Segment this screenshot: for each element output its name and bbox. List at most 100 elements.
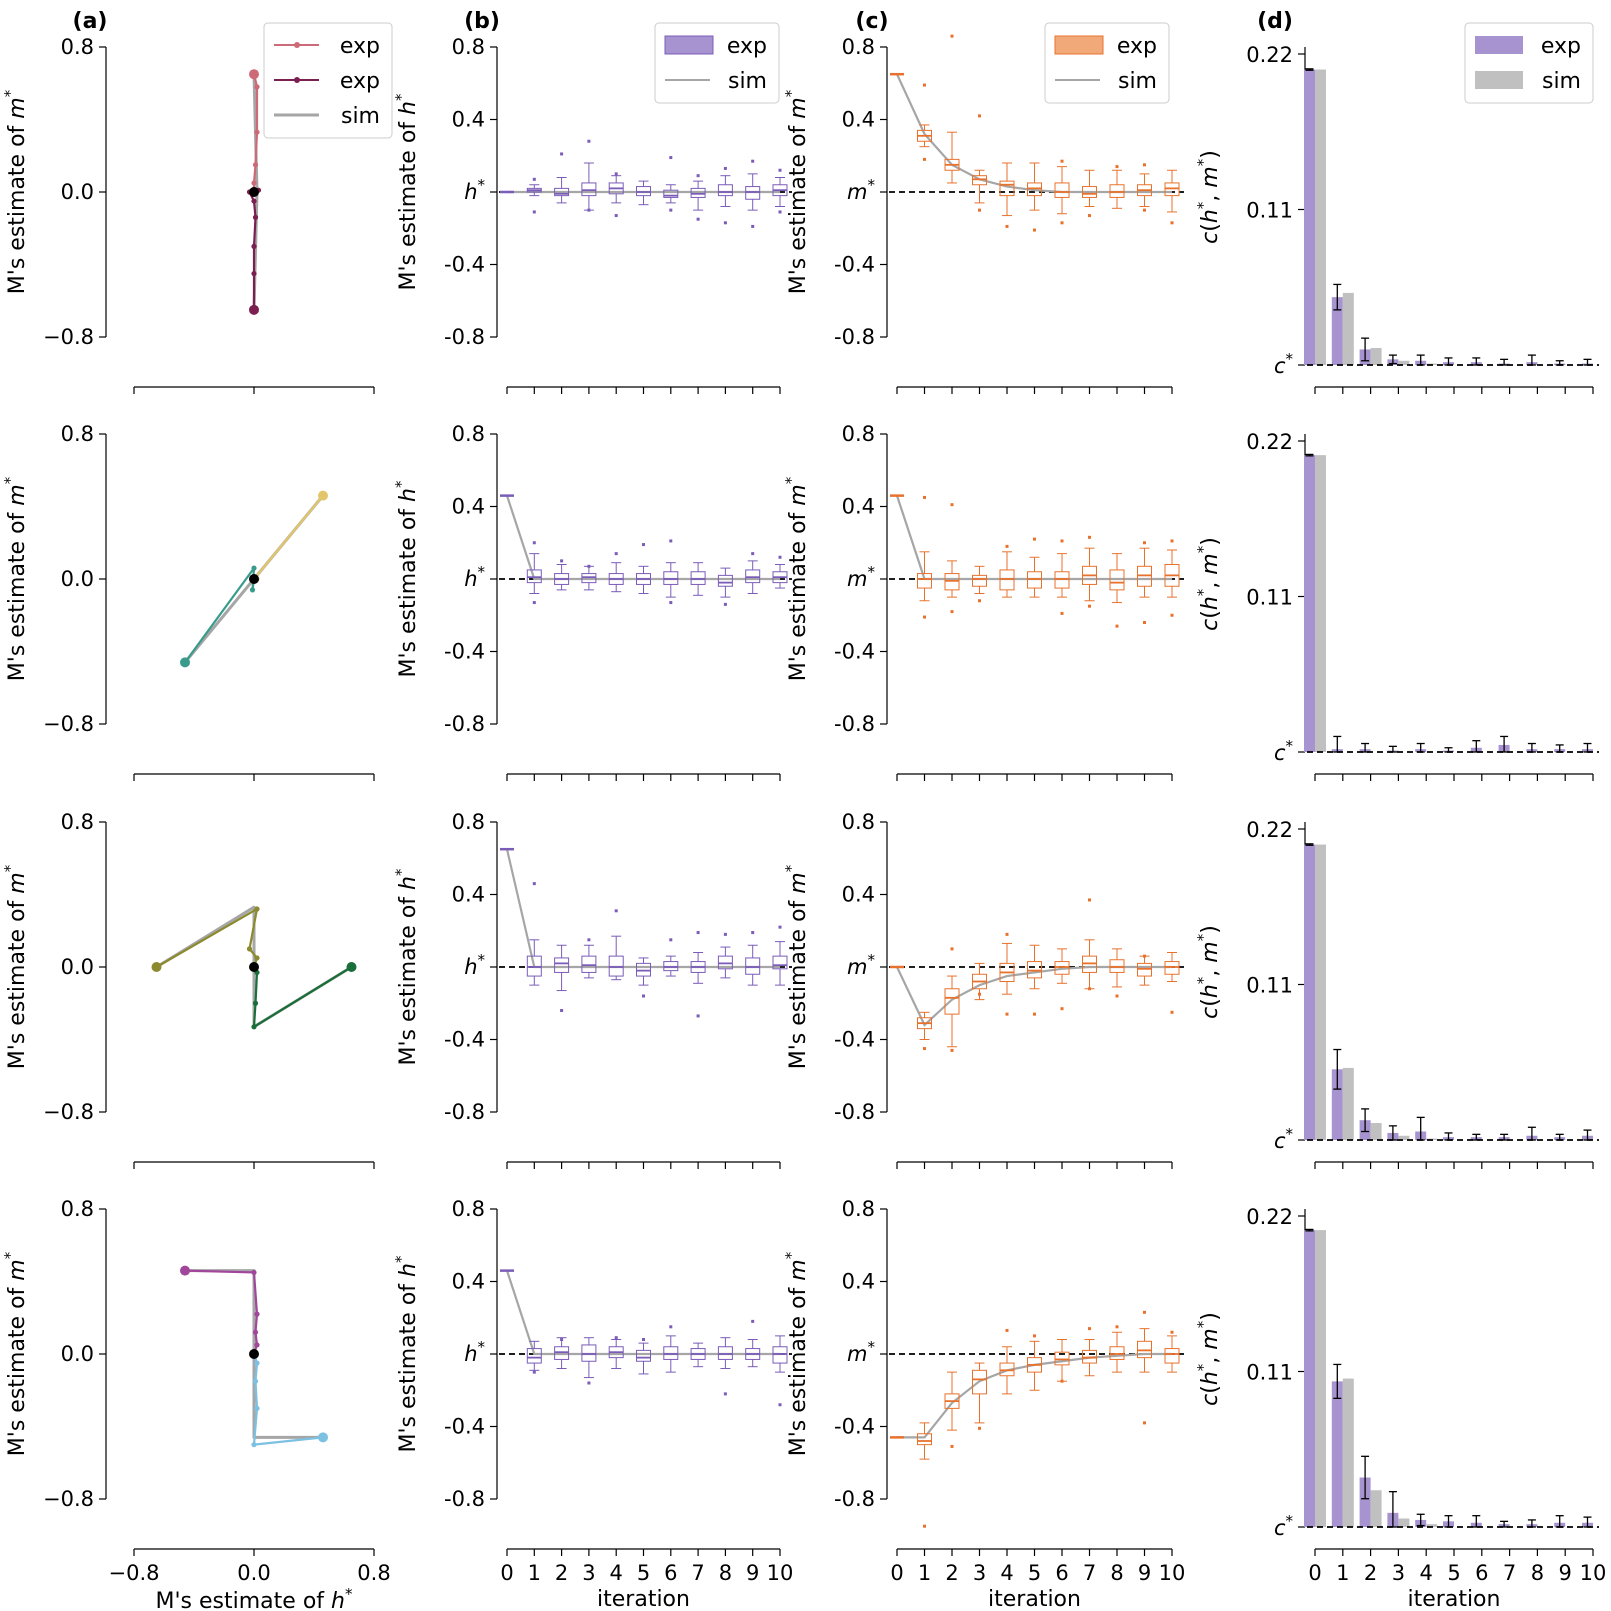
outlier-point (923, 495, 926, 499)
outlier-point (1033, 228, 1036, 232)
outlier-point (1115, 624, 1119, 628)
y-tick-label: 0.22 (1246, 818, 1293, 842)
outlier-point (978, 1426, 981, 1430)
outlier-point (532, 1370, 536, 1374)
y-tick-label: -0.4 (834, 1028, 875, 1052)
box-body (999, 180, 1015, 197)
y-tick-label: m*​ (847, 176, 875, 204)
outlier-point (1115, 994, 1119, 998)
y-axis-title: c(h*​, m*​) (1194, 537, 1223, 631)
legend-c-swatch-0 (1054, 35, 1104, 55)
y-tick-label: -0.8 (834, 325, 875, 349)
box-body (972, 175, 987, 186)
y-tick-label: −0.8 (43, 1487, 94, 1511)
series-point (252, 214, 259, 220)
outlier-point (1088, 987, 1091, 991)
outlier-point (751, 159, 755, 163)
y-tick-label: 0.0 (61, 567, 94, 591)
outlier-point (642, 994, 645, 998)
panel-a-row-1: 0.8 0.0 −0.8 M's estimate of m*​ exp exp sim (1, 22, 393, 394)
y-tick-label: 0.4 (842, 883, 875, 907)
bar-sim (1398, 1135, 1410, 1140)
panel-d-row-3: 0.22 0.11 c*​ c(h*​, m*​) (1194, 818, 1599, 1169)
y-tick-label: m*​ (847, 951, 875, 979)
legend-b-swatch-0 (664, 35, 714, 55)
bar-sim (1315, 844, 1326, 1140)
panel-c-row-1: 0.8 0.4 m*​ -0.4 -0.8 M's estimate of m*​ exp s… (782, 22, 1184, 394)
outlier-point (723, 602, 727, 606)
y-tick-label: 0.22 (1246, 430, 1293, 454)
y-tick-label: 0.4 (452, 883, 485, 907)
x-tick-label: 8 (1110, 1561, 1123, 1585)
series-point (249, 304, 259, 315)
outlier-point (923, 615, 926, 619)
series-point (180, 657, 190, 668)
outlier-point (1170, 613, 1174, 617)
box-body (717, 574, 733, 587)
panel-label-a: (a) (73, 9, 108, 34)
outlier-point (751, 931, 755, 935)
x-tick-label: 1 (1336, 1561, 1349, 1585)
outlier-point (587, 208, 591, 212)
box-body (717, 184, 733, 197)
sim-line (505, 848, 780, 969)
x-tick-label: 4 (1000, 1561, 1013, 1585)
panel-c-row-2: 0.8 0.4 m*​ -0.4 -0.8 M's estimate of m*​ (782, 422, 1184, 781)
series-point (318, 1432, 328, 1443)
box-body (1054, 182, 1070, 198)
y-tick-label: 0.8 (61, 810, 94, 834)
outlier-point (614, 909, 618, 913)
box-body (1054, 961, 1070, 975)
box-body (663, 189, 679, 198)
outlier-point (1088, 535, 1091, 539)
outlier-point (669, 208, 673, 212)
y-tick-label: 0.8 (61, 1197, 94, 1221)
bar-sim (1398, 360, 1410, 365)
outlier-point (1088, 898, 1091, 902)
y-tick-label: 0.8 (842, 422, 875, 446)
y-tick-label: -0.8 (444, 712, 485, 736)
y-tick-label: h*​ (464, 176, 485, 204)
y-tick-label: 0.11 (1246, 586, 1293, 610)
outlier-point (723, 1392, 727, 1396)
outlier-point (1060, 539, 1064, 543)
y-tick-label: 0.4 (842, 495, 875, 519)
outlier-point (1060, 1007, 1064, 1011)
y-tick-label: 0.8 (452, 1197, 485, 1221)
legend-a-marker-1 (294, 77, 300, 83)
bar-exp (1304, 69, 1315, 366)
y-tick-label: -0.4 (834, 1415, 875, 1439)
outlier-point (696, 217, 700, 221)
box-body (1164, 182, 1180, 197)
outlier-point (669, 1325, 673, 1329)
outlier-point (923, 1524, 926, 1528)
y-tick-label: -0.8 (834, 712, 875, 736)
box-body (717, 955, 733, 970)
box-body (663, 1346, 679, 1360)
series-point (151, 962, 162, 972)
box-body (1109, 959, 1125, 973)
series-point (251, 1024, 257, 1030)
y-tick-label: -0.8 (834, 1487, 875, 1511)
series-point (254, 1342, 260, 1348)
y-tick-label: m*​ (847, 1338, 875, 1366)
panel-d-row-1: 0.22 0.11 c*​ c(h*​, m*​) exp sim (1194, 22, 1599, 394)
x-tick-label: 0.0 (237, 1561, 270, 1585)
outlier-point (1005, 1328, 1009, 1332)
legend-a-marker-0 (294, 42, 300, 48)
series-point (254, 1360, 260, 1366)
box-body (581, 1344, 597, 1362)
outlier-point (778, 168, 782, 172)
outlier-point (1060, 611, 1064, 615)
x-tick-label: 5 (637, 1561, 650, 1585)
outlier-point (1005, 1012, 1009, 1016)
y-axis-title: c(h*​, m*​) (1194, 1312, 1223, 1406)
box-body (745, 186, 761, 200)
series-point (251, 198, 257, 204)
y-tick-label: -0.4 (834, 640, 875, 664)
x-tick-label: 8 (1531, 1561, 1544, 1585)
outlier-point (978, 208, 981, 212)
box-body (944, 573, 960, 591)
legend-d-label-1: sim (1542, 69, 1581, 94)
y-tick-label: 0.4 (452, 108, 485, 132)
